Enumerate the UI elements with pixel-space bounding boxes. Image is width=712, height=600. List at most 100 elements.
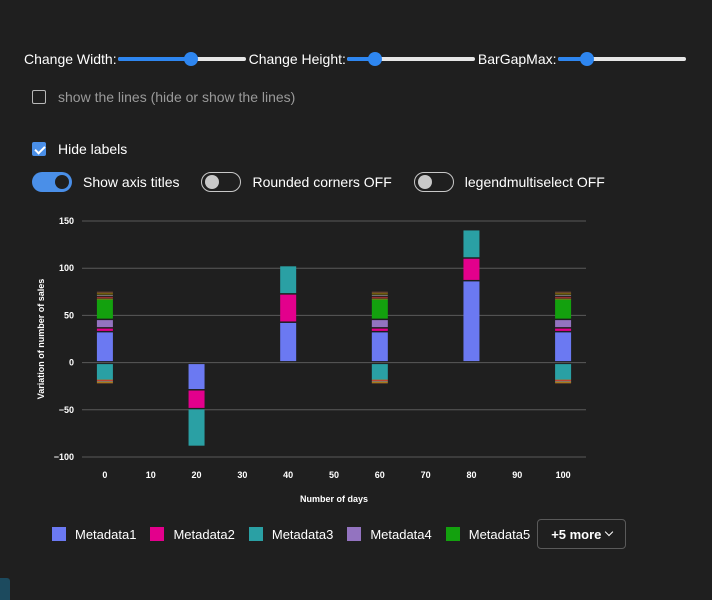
x-tick-label: 70 — [421, 470, 431, 480]
bar-segment-extra — [96, 381, 113, 383]
bar-segment-metadata1 — [280, 322, 297, 362]
hide-labels-row[interactable]: Hide labels — [32, 141, 127, 157]
bargap-slider[interactable] — [557, 49, 686, 69]
bar-segment-extra — [371, 379, 388, 381]
bar-segment-extra — [555, 382, 572, 384]
bar-segment-extra — [371, 291, 388, 293]
legend-item-metadata4[interactable]: Metadata4 — [347, 527, 432, 542]
bar-segment-metadata3 — [463, 230, 480, 258]
bar-segment-extra — [555, 298, 572, 300]
legend-swatch — [445, 527, 460, 541]
legend-item-metadata3[interactable]: Metadata3 — [248, 526, 334, 542]
bar-segment-extra — [371, 381, 388, 383]
bar-segment-metadata2 — [463, 258, 480, 280]
bar-segment-extra — [96, 382, 113, 384]
bar-segment-metadata3 — [555, 364, 572, 380]
y-axis-ticks: −100 −50 0 50 100 150 — [54, 216, 74, 462]
height-slider-label: Change Height: — [248, 51, 346, 67]
bar-segment-metadata1 — [371, 332, 388, 362]
bar-segment-extra — [96, 296, 113, 298]
bar-segment-metadata1 — [188, 364, 205, 390]
legend-label: Metadata3 — [271, 526, 334, 542]
hide-labels-checkbox[interactable] — [32, 142, 46, 156]
x-tick-label: 0 — [102, 470, 107, 480]
bar-segment-extra — [555, 293, 572, 295]
toggle-knob — [205, 175, 220, 189]
bar-series[interactable] — [96, 230, 572, 446]
x-tick-label: 10 — [146, 470, 156, 480]
more-button-label: +5 more — [551, 526, 602, 542]
slider-thumb[interactable] — [579, 52, 594, 66]
bar-segment-metadata2 — [96, 328, 113, 331]
y-axis-title: Variation of number of sales — [36, 279, 46, 400]
bar-segment-metadata3 — [280, 266, 297, 294]
slider-fill — [117, 57, 191, 61]
bar-segment-metadata4 — [96, 320, 113, 328]
bar-segment-metadata4 — [555, 320, 572, 328]
show-lines-checkbox[interactable] — [32, 90, 46, 104]
legend-label: Metadata2 — [173, 526, 235, 542]
hide-labels-label: Hide labels — [58, 141, 128, 157]
corner-tab — [0, 578, 10, 600]
toggle-row: Show axis titles Rounded corners OFF leg… — [32, 172, 627, 192]
x-tick-label: 90 — [512, 470, 522, 480]
bar-segment-extra — [96, 291, 113, 293]
bar-segment-extra — [555, 381, 572, 382]
axis-titles-toggle-label: Show axis titles — [83, 174, 180, 190]
legend: Metadata1 Metadata2 Metadata3 Metadata4 … — [52, 519, 627, 549]
bar-segment-extra — [371, 295, 388, 296]
bar-segment-extra — [371, 380, 388, 382]
x-axis-ticks: 0 10 20 30 40 50 60 70 80 90 100 — [102, 470, 570, 480]
bar-segment-extra — [555, 291, 572, 293]
bar-segment-extra — [555, 381, 572, 383]
bar-segment-metadata1 — [463, 281, 480, 362]
legend-swatch — [52, 527, 66, 541]
y-tick-label: 150 — [59, 216, 74, 226]
legend-multiselect-toggle[interactable] — [413, 172, 454, 192]
width-slider[interactable] — [117, 49, 246, 69]
slider-thumb[interactable] — [368, 52, 383, 66]
axis-titles-toggle[interactable] — [32, 172, 72, 192]
y-tick-label: −100 — [54, 452, 74, 462]
bar-segment-extra — [555, 296, 572, 298]
bar-segment-extra — [371, 293, 388, 295]
slider-fill — [557, 57, 587, 61]
bar-segment-extra — [555, 379, 572, 381]
legend-item-metadata1[interactable]: Metadata1 — [52, 527, 136, 542]
show-lines-label: show the lines (hide or show the lines) — [58, 89, 296, 105]
grid-lines — [82, 220, 586, 458]
bar-segment-metadata2 — [371, 328, 388, 331]
bar-segment-extra — [96, 293, 113, 295]
show-lines-row[interactable]: show the lines (hide or show the lines) — [32, 89, 295, 105]
rounded-corners-toggle-label: Rounded corners OFF — [252, 174, 392, 190]
bar-segment-metadata1 — [96, 332, 113, 362]
legend-swatch — [248, 527, 263, 541]
x-tick-label: 30 — [237, 470, 247, 480]
slider-thumb[interactable] — [183, 52, 198, 66]
legend-item-metadata5[interactable]: Metadata5 — [445, 527, 530, 542]
x-tick-label: 20 — [192, 470, 202, 480]
height-slider[interactable] — [346, 49, 475, 69]
bar-segment-metadata5 — [96, 299, 113, 319]
bar-segment-metadata2 — [280, 294, 297, 322]
toggle-knob — [55, 175, 69, 189]
width-slider-label: Change Width: — [24, 51, 117, 67]
rounded-corners-toggle[interactable] — [201, 172, 242, 192]
x-tick-label: 100 — [556, 470, 571, 480]
chevron-down-icon — [605, 527, 614, 537]
bar-segment-metadata1 — [555, 332, 572, 362]
bar-segment-metadata3 — [371, 364, 388, 380]
bar-segment-metadata2 — [188, 390, 205, 408]
slider-track — [557, 57, 686, 61]
legend-more-button[interactable]: +5 more — [537, 519, 627, 549]
bar-segment-metadata2 — [555, 328, 572, 331]
bar-segment-extra — [371, 382, 388, 384]
bar-segment-extra — [96, 380, 113, 382]
bar-segment-extra — [371, 296, 388, 298]
bar-segment-extra — [555, 380, 572, 382]
bar-segment-extra — [555, 295, 572, 296]
bar-segment-extra — [96, 295, 113, 296]
legend-item-metadata2[interactable]: Metadata2 — [150, 526, 235, 542]
toggle-knob — [417, 175, 432, 189]
